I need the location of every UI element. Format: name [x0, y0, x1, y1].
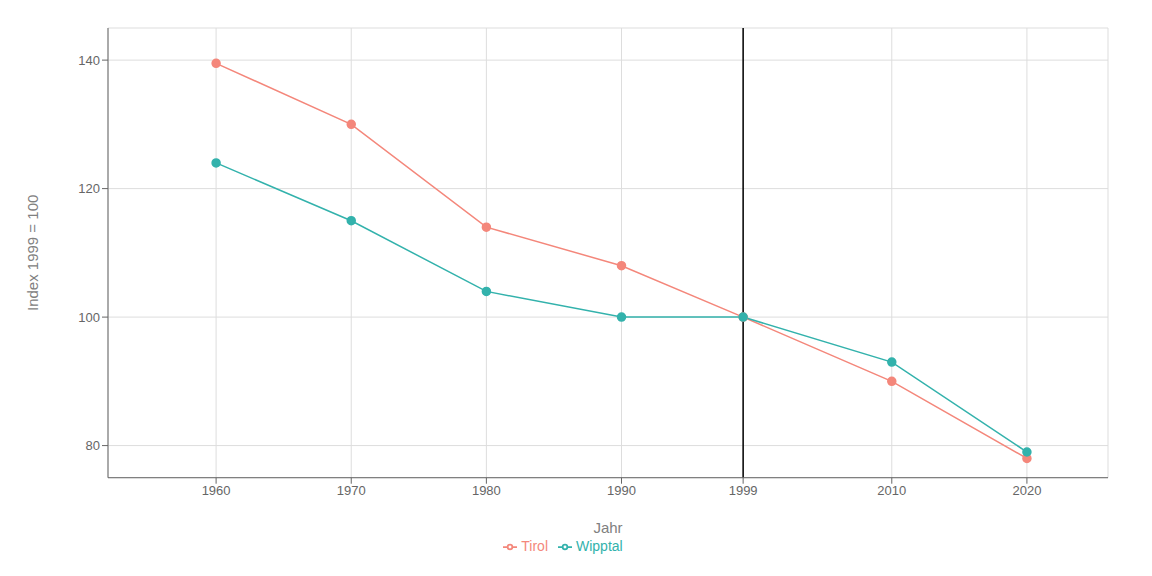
svg-text:2020: 2020 — [1012, 483, 1041, 498]
svg-text:80: 80 — [86, 438, 100, 453]
svg-text:2010: 2010 — [877, 483, 906, 498]
svg-text:1999: 1999 — [729, 483, 758, 498]
svg-text:140: 140 — [78, 53, 100, 68]
svg-text:Jahr: Jahr — [593, 519, 622, 536]
svg-text:1980: 1980 — [472, 483, 501, 498]
svg-text:120: 120 — [78, 181, 100, 196]
html-text:Wipptal: Wipptal — [576, 537, 623, 554]
svg-text:1990: 1990 — [607, 483, 636, 498]
svg-text:Index 1999 = 100: Index 1999 = 100 — [24, 195, 41, 311]
svg-text:1970: 1970 — [337, 483, 366, 498]
svg-text:100: 100 — [78, 310, 100, 325]
svg-text:1960: 1960 — [202, 483, 231, 498]
html-text:Tirol: Tirol — [521, 537, 548, 554]
